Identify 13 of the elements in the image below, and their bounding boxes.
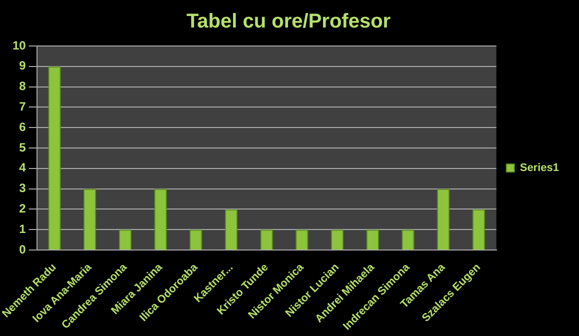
y-tick-label: 1 <box>19 222 26 236</box>
y-tick-label: 10 <box>12 38 26 52</box>
chart-title: Tabel cu ore/Profesor <box>186 10 391 33</box>
y-tick-label: 5 <box>19 140 26 154</box>
y-tick-label: 2 <box>19 202 26 216</box>
legend-label: Series1 <box>520 162 560 174</box>
y-tick-label: 6 <box>19 120 26 134</box>
y-tick-label: 8 <box>19 79 26 94</box>
y-tick-label: 7 <box>19 100 26 114</box>
y-tick-label: 4 <box>19 160 26 175</box>
y-tick-label: 9 <box>19 58 26 73</box>
y-tick-label: 0 <box>19 242 26 256</box>
y-tick-label: 3 <box>19 181 26 196</box>
